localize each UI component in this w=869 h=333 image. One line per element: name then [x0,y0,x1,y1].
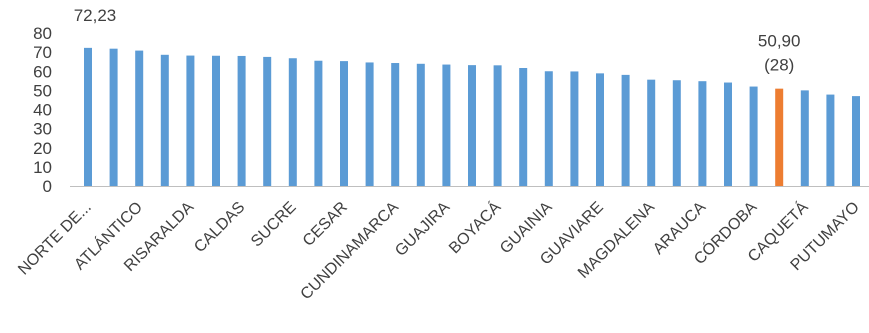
bar [800,90,809,186]
bar [749,86,758,186]
bar [570,71,579,186]
y-tick-label: 80 [33,24,52,43]
x-tick-label: BOYACÁ [445,197,505,257]
bar [826,94,835,186]
bar [724,82,732,186]
bar [698,81,707,186]
bar [340,61,348,186]
x-tick-label: SUCRE [248,199,300,251]
bar [852,96,860,186]
data-labels: 72,23 50,90 (28) [74,6,801,75]
x-tick-label: GUAJIRA [392,199,453,260]
bar [519,67,528,186]
y-tick-label: 30 [33,120,52,139]
bar [212,55,220,186]
bar [160,54,169,186]
bar [647,79,656,186]
bar [109,48,118,187]
data-label: 50,90 [758,32,801,51]
bar [672,80,681,186]
bar [288,58,297,187]
x-tick-label: CESAR [300,199,351,250]
bar [314,60,323,187]
bar [84,47,92,187]
y-tick-label: 0 [43,177,52,196]
bar [186,55,195,186]
data-label: (28) [764,56,794,75]
bar [135,50,144,186]
bar [263,56,272,186]
y-tick-label: 20 [33,139,52,158]
x-tick-label: CUNDINAMARCA [298,199,403,304]
y-tick-label: 10 [33,158,52,177]
bar [237,55,246,187]
bar-highlighted [775,88,784,186]
bar [468,65,476,186]
x-tick-label: CALDAS [191,199,248,256]
bars [84,47,860,187]
bar [442,64,451,186]
bar [621,74,630,186]
data-label: 72,23 [74,6,117,25]
y-tick-label: 70 [33,43,52,62]
bar [365,62,374,186]
y-tick-label: 40 [33,101,52,120]
y-tick-label: 60 [33,62,52,81]
bar [544,71,553,186]
bar [493,65,502,186]
y-tick-label: 50 [33,81,52,100]
bar [391,63,400,187]
bar [416,63,425,187]
bar [596,73,604,186]
